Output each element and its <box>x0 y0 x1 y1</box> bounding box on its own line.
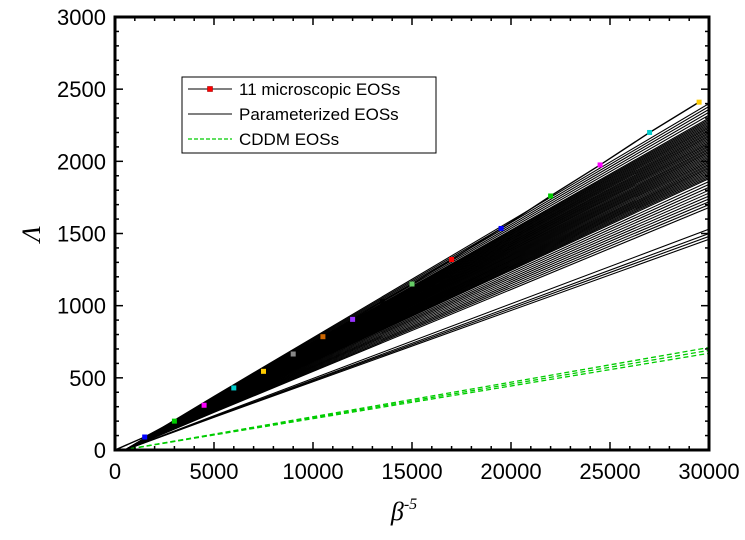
x-tick-label: 15000 <box>381 459 442 484</box>
y-tick-label: 500 <box>69 366 106 391</box>
x-tick-label: 10000 <box>282 459 343 484</box>
microscopic-eos-marker <box>261 368 266 374</box>
microscopic-eos-marker <box>409 281 415 287</box>
legend-entry-cddm: CDDM EOSs <box>188 130 339 149</box>
microscopic-eos-marker <box>498 225 504 231</box>
parameterized-eos-line <box>124 238 709 450</box>
legend-entry-parameterized: Parameterized EOSs <box>188 105 399 124</box>
x-tick-label: 20000 <box>480 459 541 484</box>
microscopic-eos-marker <box>142 434 148 440</box>
x-axis-title: β-5 <box>390 496 417 526</box>
y-tick-label: 1000 <box>57 294 106 319</box>
legend-label-cddm: CDDM EOSs <box>239 130 339 149</box>
microscopic-eos-marker <box>320 334 326 340</box>
cddm-eos-line <box>122 352 709 450</box>
legend-label-parameterized: Parameterized EOSs <box>239 105 399 124</box>
x-axis-title-base: β <box>390 497 404 526</box>
microscopic-eos-line <box>115 101 700 450</box>
y-tick-label: 2500 <box>57 77 106 102</box>
x-tick-label: 25000 <box>579 459 640 484</box>
x-tick-label: 0 <box>109 459 121 484</box>
x-axis-title-superscript: -5 <box>404 496 417 513</box>
series-layer <box>115 99 709 450</box>
legend: 11 microscopic EOSs Parameterized EOSs C… <box>181 76 437 154</box>
y-tick-label: 3000 <box>57 5 106 30</box>
y-tick-label: 1500 <box>57 222 106 247</box>
legend-entry-microscopic: 11 microscopic EOSs <box>188 80 400 99</box>
legend-box <box>181 76 437 154</box>
parameterized-eos-line <box>124 207 709 450</box>
legend-label-microscopic: 11 microscopic EOSs <box>239 80 400 99</box>
microscopic-eos-marker <box>231 385 237 391</box>
microscopic-eos-marker <box>201 402 207 408</box>
microscopic-eos-marker <box>350 316 356 322</box>
y-tick-label: 2000 <box>57 149 106 174</box>
x-tick-label: 5000 <box>190 459 239 484</box>
legend-swatch-microscopic-marker <box>207 86 213 92</box>
y-tick-label: 0 <box>94 438 106 463</box>
microscopic-eos-marker <box>379 298 385 304</box>
microscopic-eos-marker <box>548 193 554 199</box>
ticks-layer: 0 5000 10000 15000 20000 25000 30000 0 500 1000 15… <box>57 5 740 484</box>
x-tick-label: 30000 <box>678 459 739 484</box>
microscopic-eos-marker <box>449 256 455 262</box>
microscopic-eos-marker <box>696 99 702 105</box>
microscopic-eos-marker <box>647 129 653 135</box>
microscopic-eos-marker <box>290 351 296 357</box>
microscopic-eos-marker <box>597 162 603 168</box>
y-axis-title: Λ <box>17 226 46 245</box>
microscopic-eos-marker <box>171 418 177 424</box>
